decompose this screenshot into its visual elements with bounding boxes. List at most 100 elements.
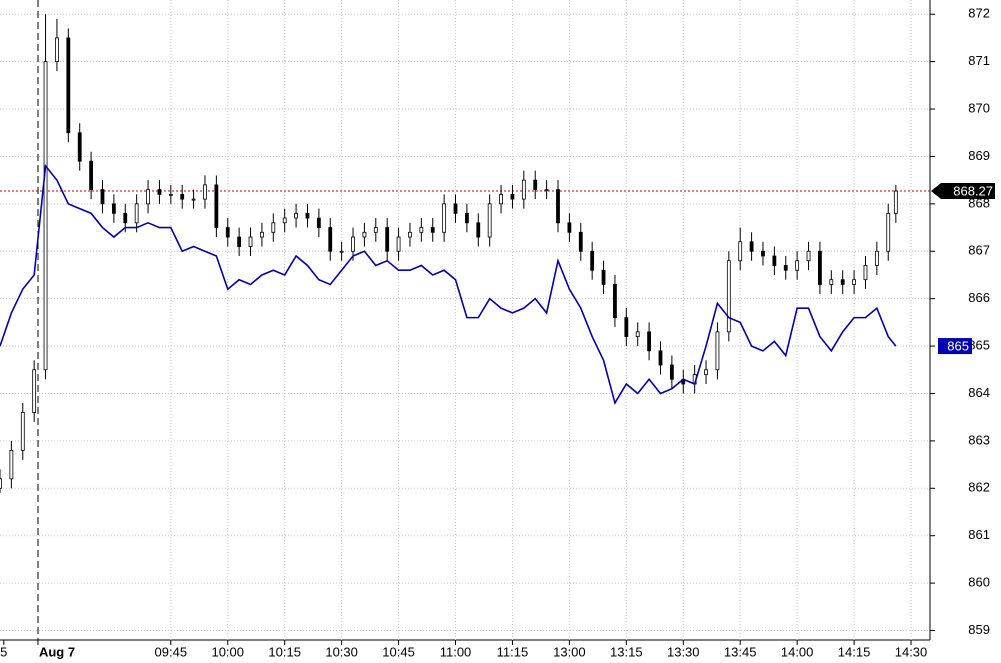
candle-body: [9, 449, 14, 480]
candle-body: [419, 227, 424, 233]
y-tick-label: 870: [968, 100, 990, 115]
y-tick-label: 861: [968, 527, 990, 542]
candle-body: [863, 265, 868, 281]
y-tick-label: 863: [968, 432, 990, 447]
candle-body: [613, 284, 617, 319]
y-tick-label: 865: [968, 338, 990, 353]
candle-body: [669, 364, 674, 380]
candle-body: [157, 189, 162, 195]
candle-body: [214, 184, 219, 228]
candle-body: [442, 203, 447, 233]
candle-body: [738, 241, 743, 262]
y-tick-label: 866: [968, 290, 990, 305]
candle-body: [567, 222, 572, 233]
x-tick-label: 14:15: [838, 644, 871, 659]
x-tick-label: 13:45: [724, 644, 757, 659]
line-value-tag: [938, 338, 972, 355]
x-tick-label: 13:15: [610, 644, 643, 659]
candle-body: [191, 198, 196, 201]
candle-body: [840, 279, 845, 285]
x-tick-label: 10:00: [211, 644, 244, 659]
candle-body: [829, 279, 834, 285]
candle-body: [180, 193, 185, 200]
line-value-label: 865: [947, 339, 969, 354]
candle-body: [362, 231, 367, 238]
candle-body: [100, 189, 105, 205]
candle-body: [20, 412, 25, 451]
y-tick-label: 871: [968, 53, 990, 68]
y-tick-label: 872: [968, 6, 990, 21]
candle-body: [852, 279, 856, 285]
x-tick-label: 09:45: [155, 644, 188, 659]
candle-body: [658, 350, 663, 366]
candle-body: [544, 189, 549, 192]
x-tick-label: 11:00: [440, 644, 472, 659]
candle-body: [203, 184, 207, 200]
candle-body: [704, 369, 708, 375]
candle-body: [237, 236, 242, 247]
candle-body: [55, 37, 59, 63]
y-tick-label: 869: [968, 148, 990, 163]
candle-body: [248, 236, 253, 247]
candle-body: [874, 250, 879, 266]
last-price-label: 868.27: [953, 183, 993, 198]
candle-body: [533, 179, 538, 191]
candle-body: [590, 250, 595, 271]
candle-body: [89, 160, 94, 191]
candle-body: [282, 217, 287, 224]
candle-body: [487, 203, 492, 238]
candle-body: [316, 217, 321, 228]
x-tick-label: Aug 7: [39, 644, 75, 659]
candle-body: [783, 265, 788, 271]
candle-body: [430, 227, 435, 233]
candle-body: [635, 331, 640, 337]
y-tick-label: 867: [968, 243, 990, 258]
candle-body: [715, 331, 720, 371]
candle-body: [134, 203, 139, 224]
candle-body: [499, 193, 503, 205]
x-tick-label: 11:15: [497, 644, 529, 659]
candle-body: [168, 193, 173, 196]
last-price-tag: [931, 183, 995, 200]
candle-body: [351, 236, 355, 252]
overlay-line: [0, 163, 897, 405]
candle-body: [726, 260, 731, 333]
x-tick-label: 14:30: [895, 644, 928, 659]
candle-body: [328, 227, 333, 252]
candle-body: [806, 250, 811, 262]
candle-body: [294, 212, 298, 219]
candle-body: [624, 317, 629, 337]
candle-body: [761, 250, 765, 257]
candle-body: [111, 203, 116, 214]
x-tick-label: 13:00: [553, 644, 586, 659]
candle-body: [556, 189, 560, 224]
candle-body: [305, 212, 310, 219]
candle-body: [647, 331, 652, 352]
y-tick-label: 860: [968, 575, 990, 590]
candle-body: [123, 212, 128, 224]
candle-body: [749, 241, 754, 252]
candle-body: [601, 269, 606, 285]
candle-body: [818, 250, 822, 285]
x-tick-label: 10:45: [382, 644, 415, 659]
candle-body: [464, 212, 469, 224]
candle-body: [225, 227, 230, 238]
candle-body: [373, 227, 378, 233]
y-tick-label: 862: [968, 480, 990, 495]
candle-body: [271, 222, 276, 233]
x-tick-label: 5: [0, 644, 7, 659]
candle-body: [521, 179, 526, 200]
candle-body: [772, 255, 777, 266]
candle-body: [385, 227, 390, 252]
candle-body: [339, 250, 344, 253]
x-tick-label: 10:15: [268, 644, 301, 659]
x-tick-label: 14:00: [781, 644, 814, 659]
candle-body: [510, 193, 515, 200]
candle-body: [476, 222, 481, 238]
candle-body: [260, 231, 264, 238]
y-tick-label: 859: [968, 622, 990, 637]
candle-body: [32, 369, 37, 413]
